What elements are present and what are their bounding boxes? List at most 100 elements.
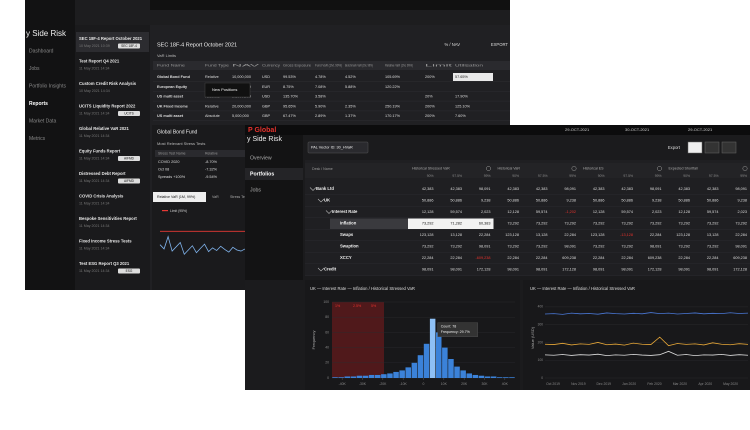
report-tag-label: ESG (126, 269, 133, 273)
group-header: Historical Stressed VaR (412, 166, 450, 170)
popup-label[interactable]: New Positions (212, 87, 237, 92)
row-name[interactable]: Credit (324, 267, 337, 272)
row-name[interactable]: Swaption (340, 244, 359, 249)
table-cell: 9,238 (481, 199, 491, 203)
report-name[interactable]: Fixed Income Stress Tests (79, 239, 132, 244)
report-name[interactable]: UCITS Liquidity Report 2022 (79, 104, 136, 109)
chart-title: UK — Interest Rate — Inflation / Histori… (310, 286, 415, 291)
table-cell: 22,284 (593, 256, 605, 260)
tab[interactable]: Stress Test (230, 195, 248, 199)
nav-item[interactable]: Portfolio Insights (29, 83, 66, 89)
report-tag-label: UCITS (124, 111, 134, 115)
table-header: Gross Exposure (283, 63, 311, 67)
histogram-bar (490, 376, 497, 378)
sub-header: 97.5% (709, 174, 719, 178)
table-cell: 172,128 (733, 268, 747, 272)
tab[interactable]: VaR (212, 195, 219, 199)
report-name[interactable]: Custom Credit Risk Analysis (79, 81, 137, 86)
table-cell: 98,091 (650, 187, 662, 191)
table-header: Desk / Name (312, 167, 333, 171)
report-name[interactable]: Global Relative VaR 2021 (79, 126, 129, 131)
nav-item[interactable]: Jobs (29, 66, 40, 72)
row-name[interactable]: Interest Rate (332, 209, 358, 214)
row-name[interactable]: Bank Ltd (316, 186, 334, 191)
table-cell: USD (262, 95, 270, 99)
histogram-bar (350, 376, 357, 378)
table-cell: 609,238 (562, 256, 576, 260)
toolbar-item[interactable]: % / NAV (444, 42, 460, 47)
x-tick-label: 10K (441, 382, 448, 386)
y-axis-label: Frequency (311, 331, 316, 350)
x-tick-label: -20K (379, 382, 387, 386)
nav-item[interactable]: Metrics (29, 136, 46, 142)
nav-item[interactable]: Dashboard (29, 48, 54, 54)
histogram-bar (429, 318, 436, 378)
report-name[interactable]: Bespoke Sensitivities Report (79, 216, 137, 221)
table-cell: 123,128 (420, 233, 434, 237)
report-date: 11 May 2021 14:34 (79, 224, 110, 228)
table-cell: 123,128 (505, 233, 519, 237)
report-date: 11 May 2021 14:34 (79, 156, 110, 160)
histogram-bar (405, 367, 411, 378)
report-selected (76, 32, 149, 52)
row-name[interactable]: Inflation (340, 221, 357, 226)
table-cell: 73,292 (422, 245, 434, 249)
legend-swatch (162, 210, 168, 212)
stress-header-row (155, 150, 245, 157)
nav-item[interactable]: Overview (250, 155, 272, 161)
table-cell: 13,128 (536, 233, 548, 237)
report-name[interactable]: Distressed Debt Report (79, 171, 126, 176)
sub-header: 99% (655, 174, 662, 178)
table-cell: 98,091 (479, 245, 491, 249)
nav-item[interactable]: Portfolios (250, 171, 274, 177)
app-title: y Side Risk (247, 136, 283, 143)
report-name[interactable]: Test ESG Report Q3 2021 (79, 261, 130, 266)
report-name[interactable]: COVID Crisis Analysis (79, 194, 124, 199)
table-header: Benchmark VaR (1M, 99%) (345, 63, 373, 67)
table-cell: 20,000,000 (232, 104, 251, 108)
group-header: Historical ES (583, 166, 604, 170)
table-bg (305, 160, 750, 276)
table-cell: 200% (425, 114, 435, 118)
popup (204, 82, 251, 98)
table-cell: 73,292 (707, 245, 719, 249)
nav-item[interactable]: Jobs (250, 187, 261, 193)
y-tick-label: 0 (541, 376, 543, 380)
table-cell: 200% (425, 104, 435, 108)
nav-item[interactable]: Reports (29, 101, 48, 107)
table-cell: 73,292 (593, 222, 605, 226)
nav-item[interactable]: Market Data (29, 118, 56, 124)
row-name[interactable]: Swaps (340, 232, 354, 237)
table-cell: 12,128 (593, 210, 605, 214)
table-cell: 73,292 (593, 245, 605, 249)
utilisation-cell (453, 73, 493, 81)
report-tag-label: AIFMD (124, 156, 135, 160)
table-header: Relative VaR (1M, 99%) (385, 63, 413, 67)
view-toggle (721, 141, 737, 154)
table-cell: 50,886 (707, 199, 719, 203)
table-cell: 98,091 (650, 245, 662, 249)
sub-header: 97.5% (538, 174, 548, 178)
info-icon (571, 166, 577, 171)
export-button[interactable]: Export (668, 145, 681, 150)
histogram-bar (423, 343, 430, 378)
selector-label[interactable]: PAL Vector ID: 30_HVaR (311, 146, 353, 150)
report-name[interactable]: Test Report Q4 2021 (79, 59, 120, 64)
row-name[interactable]: XCCY (340, 255, 352, 260)
report-name[interactable]: Equity Funds Report (79, 149, 121, 154)
x-tick-label: 30K (481, 382, 488, 386)
tab[interactable]: Relative VaR (1M, 99%) (157, 195, 195, 199)
histogram-bar (375, 374, 381, 378)
table-cell: 120.22% (385, 85, 401, 89)
table-cell: 135.70% (283, 95, 299, 99)
row-name[interactable]: UK (324, 198, 330, 203)
table-cell: 22,284 (450, 256, 462, 260)
toolbar-item[interactable]: EXPORT (491, 42, 509, 47)
y-tick-label: 60 (325, 330, 329, 334)
app-title: y Side Risk (26, 29, 67, 38)
fund-card (152, 125, 245, 290)
stress-cell: -8.70% (205, 160, 218, 164)
report-name[interactable]: SEC 18F-4 Report October 2021 (79, 36, 143, 41)
tail-region (332, 302, 384, 378)
